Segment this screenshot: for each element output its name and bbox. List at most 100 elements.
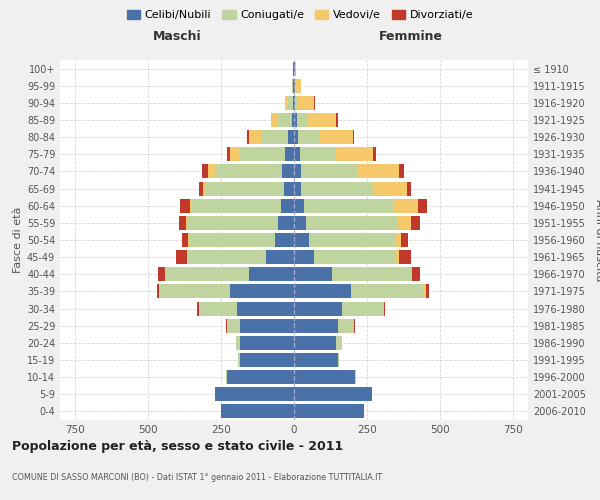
Bar bbox=[307, 113, 337, 127]
Bar bbox=[240, 148, 285, 162]
Bar bbox=[297, 113, 307, 127]
Bar bbox=[374, 182, 407, 196]
Bar bbox=[227, 318, 240, 332]
Bar bbox=[298, 96, 314, 110]
Bar bbox=[197, 302, 199, 316]
Bar bbox=[294, 78, 295, 92]
Bar bbox=[206, 182, 284, 196]
Bar bbox=[281, 198, 294, 212]
Bar bbox=[401, 233, 408, 247]
Bar bbox=[293, 96, 294, 110]
Text: Maschi: Maschi bbox=[152, 30, 202, 43]
Bar bbox=[215, 164, 283, 178]
Bar bbox=[373, 148, 376, 162]
Bar bbox=[397, 250, 400, 264]
Bar bbox=[294, 404, 364, 418]
Bar bbox=[304, 198, 394, 212]
Bar bbox=[294, 250, 314, 264]
Bar bbox=[248, 130, 262, 144]
Bar bbox=[284, 182, 294, 196]
Bar bbox=[295, 78, 301, 92]
Bar bbox=[271, 113, 278, 127]
Bar bbox=[306, 216, 398, 230]
Bar bbox=[180, 198, 190, 212]
Bar bbox=[301, 164, 358, 178]
Bar bbox=[294, 164, 301, 178]
Bar bbox=[294, 388, 371, 402]
Bar bbox=[237, 302, 294, 316]
Bar bbox=[179, 216, 187, 230]
Bar bbox=[199, 182, 203, 196]
Bar bbox=[215, 388, 294, 402]
Bar bbox=[238, 353, 240, 367]
Bar bbox=[411, 216, 420, 230]
Bar bbox=[358, 164, 400, 178]
Bar bbox=[203, 182, 206, 196]
Bar bbox=[294, 284, 351, 298]
Bar bbox=[424, 284, 425, 298]
Bar bbox=[398, 216, 411, 230]
Bar bbox=[294, 268, 332, 281]
Bar bbox=[247, 130, 248, 144]
Bar bbox=[294, 96, 295, 110]
Bar bbox=[235, 336, 240, 350]
Bar bbox=[158, 268, 166, 281]
Bar bbox=[314, 250, 397, 264]
Bar bbox=[230, 284, 294, 298]
Bar bbox=[294, 318, 338, 332]
Legend: Celibi/Nubili, Coniugati/e, Vedovi/e, Divorziati/e: Celibi/Nubili, Coniugati/e, Vedovi/e, Di… bbox=[122, 6, 478, 25]
Bar bbox=[337, 336, 342, 350]
Bar bbox=[292, 78, 293, 92]
Bar bbox=[275, 233, 294, 247]
Bar bbox=[351, 284, 424, 298]
Bar bbox=[294, 148, 300, 162]
Bar bbox=[294, 353, 338, 367]
Bar bbox=[240, 336, 294, 350]
Bar bbox=[293, 78, 294, 92]
Bar bbox=[294, 233, 308, 247]
Bar bbox=[295, 62, 296, 76]
Bar bbox=[278, 113, 292, 127]
Bar bbox=[294, 113, 297, 127]
Bar bbox=[283, 164, 294, 178]
Bar bbox=[294, 370, 355, 384]
Bar bbox=[166, 268, 248, 281]
Bar bbox=[338, 318, 354, 332]
Bar bbox=[230, 148, 240, 162]
Bar bbox=[308, 233, 395, 247]
Text: Popolazione per età, sesso e stato civile - 2011: Popolazione per età, sesso e stato civil… bbox=[12, 440, 343, 453]
Bar bbox=[240, 318, 294, 332]
Bar bbox=[227, 148, 230, 162]
Bar bbox=[187, 216, 278, 230]
Bar bbox=[157, 284, 160, 298]
Bar bbox=[189, 233, 275, 247]
Bar bbox=[288, 96, 293, 110]
Bar bbox=[262, 130, 288, 144]
Bar bbox=[288, 130, 294, 144]
Text: Femmine: Femmine bbox=[379, 30, 443, 43]
Y-axis label: Anni di nascita: Anni di nascita bbox=[594, 198, 600, 281]
Bar bbox=[160, 284, 230, 298]
Bar bbox=[285, 148, 294, 162]
Bar bbox=[342, 302, 383, 316]
Bar bbox=[338, 353, 340, 367]
Bar bbox=[190, 198, 191, 212]
Bar bbox=[182, 233, 188, 247]
Bar bbox=[300, 148, 335, 162]
Bar bbox=[227, 370, 294, 384]
Bar bbox=[294, 130, 298, 144]
Bar bbox=[332, 268, 411, 281]
Bar bbox=[400, 164, 404, 178]
Bar bbox=[202, 164, 208, 178]
Bar bbox=[400, 250, 411, 264]
Bar bbox=[394, 198, 418, 212]
Bar bbox=[407, 182, 411, 196]
Bar bbox=[278, 216, 294, 230]
Bar bbox=[384, 302, 385, 316]
Bar bbox=[353, 130, 354, 144]
Bar bbox=[395, 233, 401, 247]
Bar bbox=[294, 336, 337, 350]
Bar bbox=[301, 182, 374, 196]
Bar bbox=[337, 113, 338, 127]
Bar bbox=[266, 250, 294, 264]
